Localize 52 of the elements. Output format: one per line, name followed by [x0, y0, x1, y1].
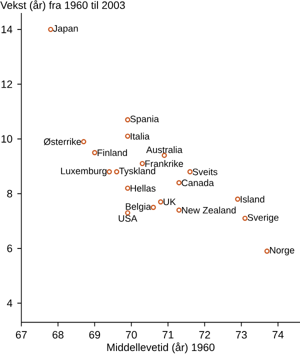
point — [176, 207, 182, 213]
annotation: Canada — [182, 179, 214, 186]
point — [125, 134, 130, 139]
point — [235, 196, 240, 202]
point — [158, 199, 164, 204]
point — [140, 160, 145, 166]
annotation: Belgia — [126, 203, 152, 212]
point — [187, 169, 193, 174]
annotation: Tyskland — [119, 167, 156, 176]
x-tick-label: 72 — [199, 331, 210, 338]
y-tick-label: 6 — [7, 244, 12, 252]
y-tick-label: 12 — [2, 80, 12, 88]
annotation: Hellas — [130, 184, 156, 192]
annotation: Australia — [146, 146, 182, 154]
y-axis-title: Vekst (år) fra 1960 til 2003 — [0, 0, 125, 12]
x-tick-label: 69 — [89, 331, 100, 339]
annotation: Norge — [270, 246, 294, 256]
x-axis-title: Middellevetid (år) 1960 — [107, 342, 214, 354]
y-tick-label: 8 — [7, 190, 12, 198]
point — [48, 26, 54, 32]
point — [242, 216, 248, 221]
point — [125, 117, 130, 122]
point — [92, 150, 98, 156]
point — [176, 180, 182, 186]
point — [114, 169, 120, 174]
annotation: UK — [164, 198, 176, 206]
annotation: Sverige — [248, 214, 278, 223]
annotation: USA — [118, 215, 138, 222]
point — [106, 169, 112, 174]
annotation: Island — [240, 196, 264, 203]
x-tick-label: 68 — [52, 331, 64, 339]
annotation: Sveits — [192, 168, 218, 176]
annotation: Finland — [98, 149, 127, 156]
y-tick-label: 10 — [2, 135, 12, 143]
annotation: Luxemburg — [61, 167, 106, 176]
annotation: Frankrike — [145, 160, 184, 167]
x-tick-label: 73 — [236, 331, 247, 339]
y-tick-label: 14 — [2, 26, 12, 34]
point — [150, 204, 156, 210]
x-tick-label: 67 — [16, 331, 27, 339]
y-tick-label: 4 — [6, 300, 12, 307]
x-tick-label: 71 — [162, 331, 174, 338]
point — [81, 139, 86, 144]
annotation: Japan — [53, 25, 78, 34]
annotation: Italia — [130, 132, 150, 140]
x-tick-label: 70 — [126, 331, 137, 339]
point — [125, 186, 130, 191]
x-tick-label: 74 — [272, 331, 284, 338]
point — [264, 248, 270, 254]
annotation: Spania — [130, 115, 159, 124]
annotation: New Zealand — [182, 206, 236, 214]
annotation: Østerrike — [44, 138, 81, 146]
